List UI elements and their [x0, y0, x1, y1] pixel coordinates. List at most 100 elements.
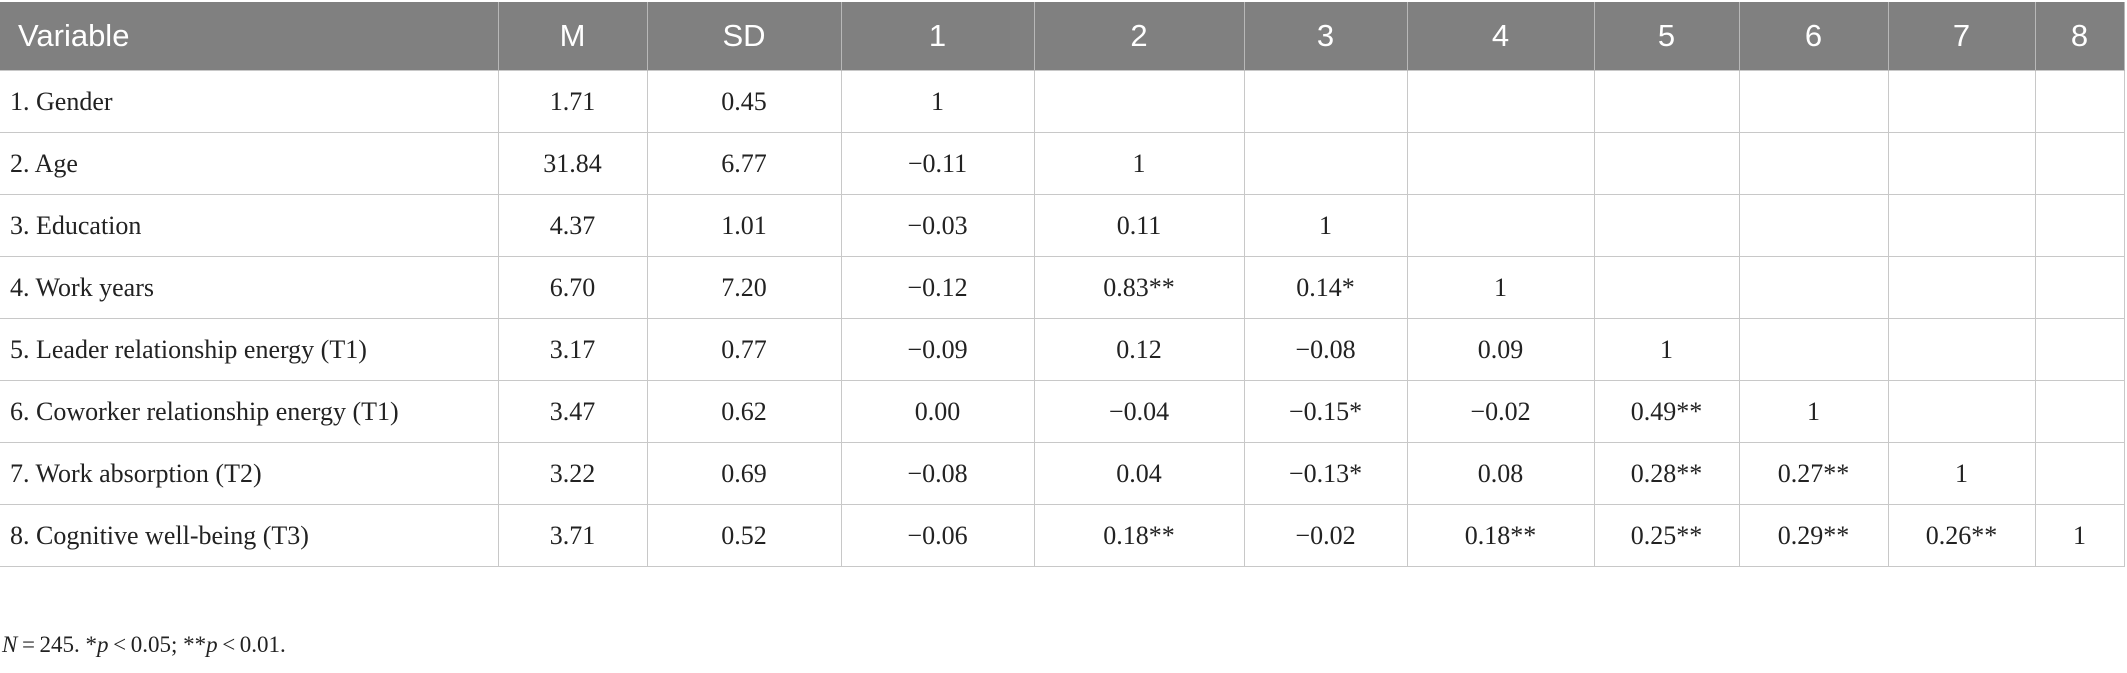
header-cell: 4: [1407, 2, 1595, 71]
header-cell: 3: [1244, 2, 1408, 71]
empty-cell: [1593, 256, 1740, 319]
value-cell: −0.09: [840, 318, 1035, 381]
empty-cell: [1887, 70, 2036, 133]
value-cell: −0.04: [1033, 380, 1245, 443]
value-cell: 0.27**: [1738, 442, 1889, 505]
table-row: 5. Leader relationship energy (T1) 3.17 0.…: [0, 318, 2125, 381]
header-cell: 5: [1594, 2, 1740, 71]
empty-cell: [2034, 70, 2125, 133]
empty-cell: [1406, 132, 1595, 195]
value-cell: 0.83**: [1033, 256, 1245, 319]
variable-cell: 6. Coworker relationship energy (T1): [0, 380, 499, 443]
empty-cell: [2034, 442, 2125, 505]
note-italic: p: [206, 632, 218, 657]
empty-cell: [1738, 194, 1889, 257]
empty-cell: [1738, 318, 1889, 381]
note-italic: N: [2, 632, 18, 657]
value-cell: −0.03: [840, 194, 1035, 257]
value-cell: −0.08: [1243, 318, 1408, 381]
table-row: 1. Gender 1.71 0.45 1: [0, 70, 2125, 133]
value-cell: −0.13*: [1243, 442, 1408, 505]
empty-cell: [1593, 132, 1740, 195]
empty-cell: [1243, 132, 1408, 195]
empty-cell: [1738, 132, 1889, 195]
header-cell: SD: [647, 2, 842, 71]
empty-cell: [1887, 132, 2036, 195]
table-row: 8. Cognitive well-being (T3) 3.71 0.52 −0.0…: [0, 504, 2125, 567]
header-cell: 1: [841, 2, 1035, 71]
variable-cell: 1. Gender: [0, 70, 499, 133]
empty-cell: [1243, 70, 1408, 133]
value-cell: 0.08: [1406, 442, 1595, 505]
value-cell: 6.77: [646, 132, 842, 195]
header-cell: 6: [1739, 2, 1889, 71]
empty-cell: [2034, 380, 2125, 443]
value-cell: 1: [1887, 442, 2036, 505]
note-italic: p: [97, 632, 109, 657]
empty-cell: [1887, 318, 2036, 381]
value-cell: 0.09: [1406, 318, 1595, 381]
value-cell: 1: [1593, 318, 1740, 381]
header-cell: Variable: [0, 2, 499, 71]
value-cell: 0.49**: [1593, 380, 1740, 443]
value-cell: 3.22: [497, 442, 648, 505]
value-cell: −0.08: [840, 442, 1035, 505]
value-cell: 0.11: [1033, 194, 1245, 257]
value-cell: −0.11: [840, 132, 1035, 195]
table-row: 6. Coworker relationship energy (T1) 3.47…: [0, 380, 2125, 443]
empty-cell: [1593, 70, 1740, 133]
value-cell: 0.18**: [1033, 504, 1245, 567]
value-cell: −0.06: [840, 504, 1035, 567]
value-cell: 0.26**: [1887, 504, 2036, 567]
value-cell: 0.18**: [1406, 504, 1595, 567]
value-cell: 0.29**: [1738, 504, 1889, 567]
variable-cell: 5. Leader relationship energy (T1): [0, 318, 499, 381]
empty-cell: [1033, 70, 1245, 133]
value-cell: 6.70: [497, 256, 648, 319]
empty-cell: [2034, 318, 2125, 381]
table-row: 3. Education 4.37 1.01 −0.03 0.11 1: [0, 194, 2125, 257]
value-cell: 0.77: [646, 318, 842, 381]
value-cell: −0.02: [1406, 380, 1595, 443]
value-cell: 0.04: [1033, 442, 1245, 505]
value-cell: 0.62: [646, 380, 842, 443]
note-text: < 0.05; **: [108, 632, 207, 657]
value-cell: 0.52: [646, 504, 842, 567]
value-cell: 1: [1738, 380, 1889, 443]
value-cell: 1: [1406, 256, 1595, 319]
header-cell: 2: [1034, 2, 1245, 71]
variable-cell: 8. Cognitive well-being (T3): [0, 504, 499, 567]
empty-cell: [1887, 256, 2036, 319]
empty-cell: [2034, 132, 2125, 195]
empty-cell: [2034, 256, 2125, 319]
header-row: Variable M SD 1 2 3 4 5 6 7 8: [0, 2, 2125, 71]
value-cell: 1: [2034, 504, 2125, 567]
empty-cell: [1887, 194, 2036, 257]
empty-cell: [1406, 70, 1595, 133]
value-cell: 0.69: [646, 442, 842, 505]
variable-cell: 3. Education: [0, 194, 499, 257]
value-cell: 4.37: [497, 194, 648, 257]
value-cell: 0.45: [646, 70, 842, 133]
empty-cell: [2034, 194, 2125, 257]
variable-cell: 4. Work years: [0, 256, 499, 319]
table-body: 1. Gender 1.71 0.45 1 2. Age 31.84 6.77 −0.11 1 3…: [0, 70, 2125, 567]
note-text: = 245. *: [17, 632, 98, 657]
empty-cell: [1738, 70, 1889, 133]
empty-cell: [1738, 256, 1889, 319]
value-cell: 3.47: [497, 380, 648, 443]
variable-cell: 2. Age: [0, 132, 499, 195]
value-cell: −0.02: [1243, 504, 1408, 567]
value-cell: 0.14*: [1243, 256, 1408, 319]
empty-cell: [1887, 380, 2036, 443]
value-cell: 0.25**: [1593, 504, 1740, 567]
table-row: 2. Age 31.84 6.77 −0.11 1: [0, 132, 2125, 195]
value-cell: 31.84: [497, 132, 648, 195]
header-cell: 7: [1888, 2, 2036, 71]
value-cell: 3.71: [497, 504, 648, 567]
table-note: N = 245. *p < 0.05; **p < 0.01.: [2, 632, 286, 658]
empty-cell: [1593, 194, 1740, 257]
value-cell: 1: [1033, 132, 1245, 195]
value-cell: −0.15*: [1243, 380, 1408, 443]
